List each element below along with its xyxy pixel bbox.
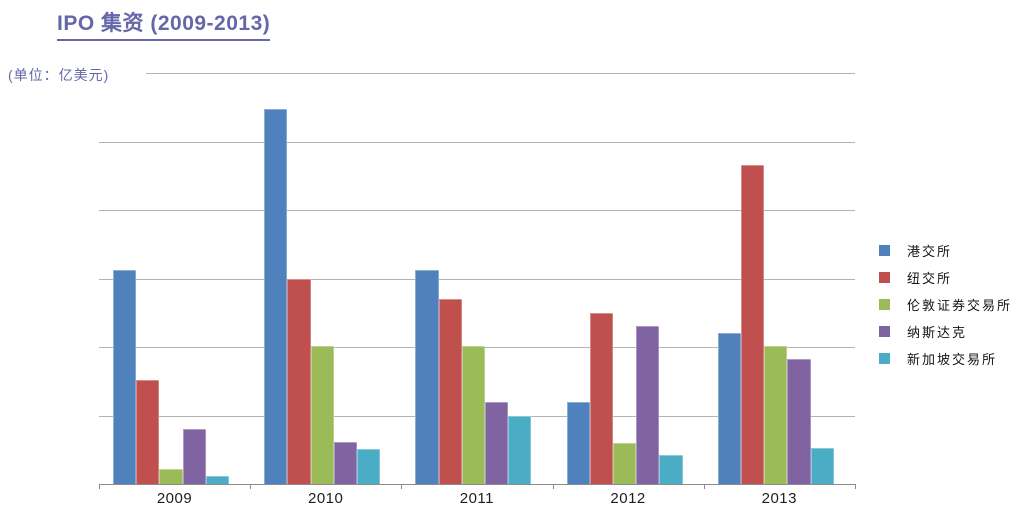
- bar-2009-新加坡交易所: [205, 475, 229, 484]
- x-category-label-2009: 2009: [156, 490, 193, 507]
- legend-label: 新加坡交易所: [907, 352, 998, 367]
- bar-2012-纳斯达克: [636, 326, 660, 484]
- bar-2013-港交所: [717, 333, 741, 484]
- x-axis-tick: [704, 484, 705, 489]
- x-axis-tick: [855, 484, 856, 489]
- legend-item-伦敦证券交易所: 伦敦证券交易所: [879, 291, 1012, 318]
- legend-label: 港交所: [907, 244, 953, 259]
- bar-2013-纳斯达克: [787, 358, 811, 484]
- bar-2013-纽交所: [741, 165, 765, 484]
- gridline-600: [146, 73, 855, 74]
- bar-2013-新加坡交易所: [810, 448, 834, 484]
- bar-2009-港交所: [113, 269, 137, 484]
- bar-2012-新加坡交易所: [659, 455, 683, 484]
- legend-swatch-icon: [879, 299, 890, 310]
- gridline-400: [99, 210, 855, 211]
- bar-2010-港交所: [264, 108, 288, 484]
- bar-2012-纽交所: [589, 312, 613, 484]
- bar-2013-伦敦证券交易所: [764, 345, 788, 484]
- bar-2009-纽交所: [136, 379, 160, 484]
- legend-swatch-icon: [879, 326, 890, 337]
- legend-item-纳斯达克: 纳斯达克: [879, 318, 1012, 345]
- bar-2012-伦敦证券交易所: [613, 442, 637, 484]
- bar-2010-纽交所: [287, 278, 311, 484]
- x-axis-tick: [99, 484, 100, 489]
- x-category-label-2013: 2013: [761, 490, 797, 507]
- x-axis-tick: [250, 484, 251, 489]
- bar-2010-伦敦证券交易所: [310, 345, 334, 484]
- legend-item-纽交所: 纽交所: [879, 264, 1012, 291]
- legend: 港交所纽交所伦敦证券交易所 纳斯达克新加坡交易所: [879, 237, 1012, 372]
- x-axis-line: [99, 484, 855, 485]
- x-category-label-2010: 2010: [308, 490, 344, 507]
- bar-2011-纽交所: [438, 299, 462, 484]
- bar-2009-纳斯达克: [182, 428, 206, 484]
- bar-2012-港交所: [566, 401, 590, 484]
- x-category-label-2011: 2011: [459, 490, 495, 507]
- y-axis-labels: 6005004003002001000: [0, 0, 78, 530]
- chart-title: IPO 集资 (2009-2013): [57, 11, 271, 42]
- bar-2011-伦敦证券交易所: [461, 345, 485, 484]
- gridline-300: [99, 278, 855, 280]
- x-category-label-2012: 2012: [610, 490, 646, 507]
- legend-swatch-icon: [879, 272, 890, 283]
- legend-label: 纳斯达克: [907, 325, 968, 340]
- bar-2009-伦敦证券交易所: [159, 468, 183, 484]
- gridline-500: [99, 141, 855, 143]
- x-axis-tick: [553, 484, 554, 489]
- legend-item-港交所: 港交所: [879, 237, 1012, 264]
- bar-2010-新加坡交易所: [357, 449, 381, 484]
- legend-label: 伦敦证券交易所: [907, 298, 1013, 313]
- legend-item-新加坡交易所: 新加坡交易所: [879, 345, 1012, 372]
- x-axis-tick: [401, 484, 402, 489]
- bar-2010-纳斯达克: [333, 442, 357, 484]
- legend-label: 纽交所: [907, 271, 953, 286]
- legend-swatch-icon: [879, 353, 890, 364]
- bar-2011-新加坡交易所: [508, 415, 532, 484]
- y-axis-unit-label: (单位：亿美元): [8, 67, 110, 83]
- bar-2011-港交所: [415, 269, 439, 484]
- plot-area: [99, 73, 856, 489]
- legend-swatch-icon: [879, 245, 890, 256]
- bar-2011-纳斯达克: [485, 401, 509, 484]
